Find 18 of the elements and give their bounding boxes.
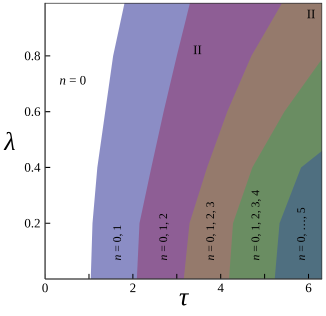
x-tick-label: 0 xyxy=(42,284,48,292)
series-label: n = 0, …, 5 xyxy=(297,208,307,260)
y-tick-label: 0.2 xyxy=(24,218,40,228)
x-tick-label: 2 xyxy=(130,284,136,292)
annotation: II xyxy=(307,10,315,18)
series-label: n = 0, 1, 2 xyxy=(159,214,169,260)
x-tick-label: 4 xyxy=(218,284,224,292)
x-tick-label: 6 xyxy=(306,284,312,292)
series-label: n = 0, 1, 2, 3, 4 xyxy=(251,190,262,260)
y-tick-label: 0.8 xyxy=(24,52,40,60)
annotation: n = 0 xyxy=(60,76,86,85)
annotation: II xyxy=(194,46,202,54)
y-axis-title: λ xyxy=(4,132,15,150)
y-tick-label: 0.6 xyxy=(24,107,40,116)
y-tick-label: 0.4 xyxy=(24,163,40,172)
series-label: n = 0, 1 xyxy=(113,226,123,260)
series-label: n = 0, 1, 2, 3 xyxy=(206,202,216,260)
x-axis-title: τ xyxy=(180,293,189,306)
